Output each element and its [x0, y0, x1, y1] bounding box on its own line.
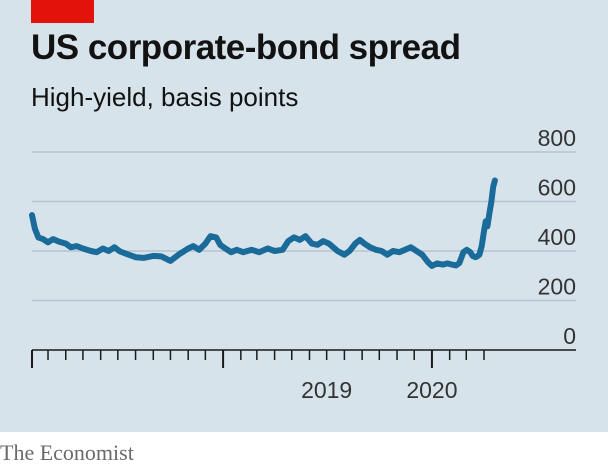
chart-title: US corporate-bond spread	[31, 28, 461, 67]
chart-subtitle: High-yield, basis points	[31, 82, 299, 112]
y-tick-label: 400	[538, 224, 576, 250]
x-tick-label: 2020	[406, 377, 457, 403]
y-tick-label: 600	[538, 175, 576, 201]
chart-card: US corporate-bond spread High-yield, bas…	[0, 0, 608, 432]
line-chart: 0 200 400 600 800 2019 2020	[29, 125, 576, 403]
y-tick-labels: 0 200 400 600 800	[538, 125, 576, 349]
y-tick-label: 0	[563, 323, 576, 349]
grid-lines	[32, 151, 576, 302]
y-tick-label: 200	[538, 274, 576, 300]
x-axis: 2019 2020	[31, 349, 576, 403]
source-label: The Economist	[0, 440, 134, 465]
brand-tag	[31, 0, 94, 23]
y-tick-label: 800	[538, 125, 576, 151]
series-line-0	[29, 177, 498, 269]
x-tick-label: 2019	[301, 377, 352, 403]
series-layer	[29, 177, 498, 269]
